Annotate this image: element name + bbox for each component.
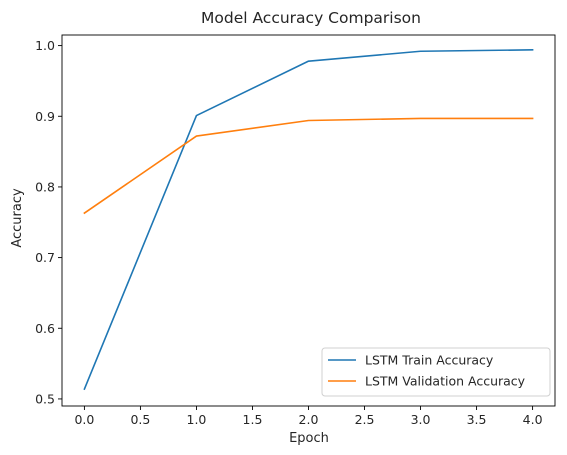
legend-label-1: LSTM Validation Accuracy: [365, 374, 526, 389]
x-axis-label: Epoch: [289, 431, 329, 446]
x-tick-label: 0.0: [74, 412, 94, 427]
legend: LSTM Train Accuracy LSTM Validation Accur…: [321, 347, 551, 397]
y-tick-label: 1.0: [35, 38, 55, 53]
y-tick-label: 0.5: [35, 391, 55, 406]
x-tick-label: 3.5: [467, 412, 487, 427]
legend-box: [321, 347, 551, 397]
x-tick-label: 4.0: [523, 412, 543, 427]
plot-area: [83, 49, 534, 391]
y-tick-label: 0.7: [35, 250, 55, 265]
x-tick-label: 3.0: [411, 412, 431, 427]
axes: 0.0 0.5 1.0 1.5 2.0 2.5 3.0 3.5 4.0 0.5 0.6 0.7 0.8 0…: [35, 34, 556, 427]
x-tick-label: 1.0: [187, 412, 207, 427]
y-axis-label: Accuracy: [10, 188, 25, 248]
y-tick-label: 0.9: [35, 109, 55, 124]
x-tick-label: 1.5: [243, 412, 263, 427]
series-line-1: [83, 117, 534, 215]
chart-title: Model Accuracy Comparison: [201, 9, 421, 27]
y-tick-label: 0.8: [35, 179, 55, 194]
x-tick-label: 0.5: [130, 412, 150, 427]
x-tick-label: 2.5: [355, 412, 375, 427]
x-tick-label: 2.0: [299, 412, 319, 427]
series-line-0: [83, 49, 534, 391]
legend-label-0: LSTM Train Accuracy: [365, 353, 494, 368]
y-tick-label: 0.6: [35, 321, 55, 336]
